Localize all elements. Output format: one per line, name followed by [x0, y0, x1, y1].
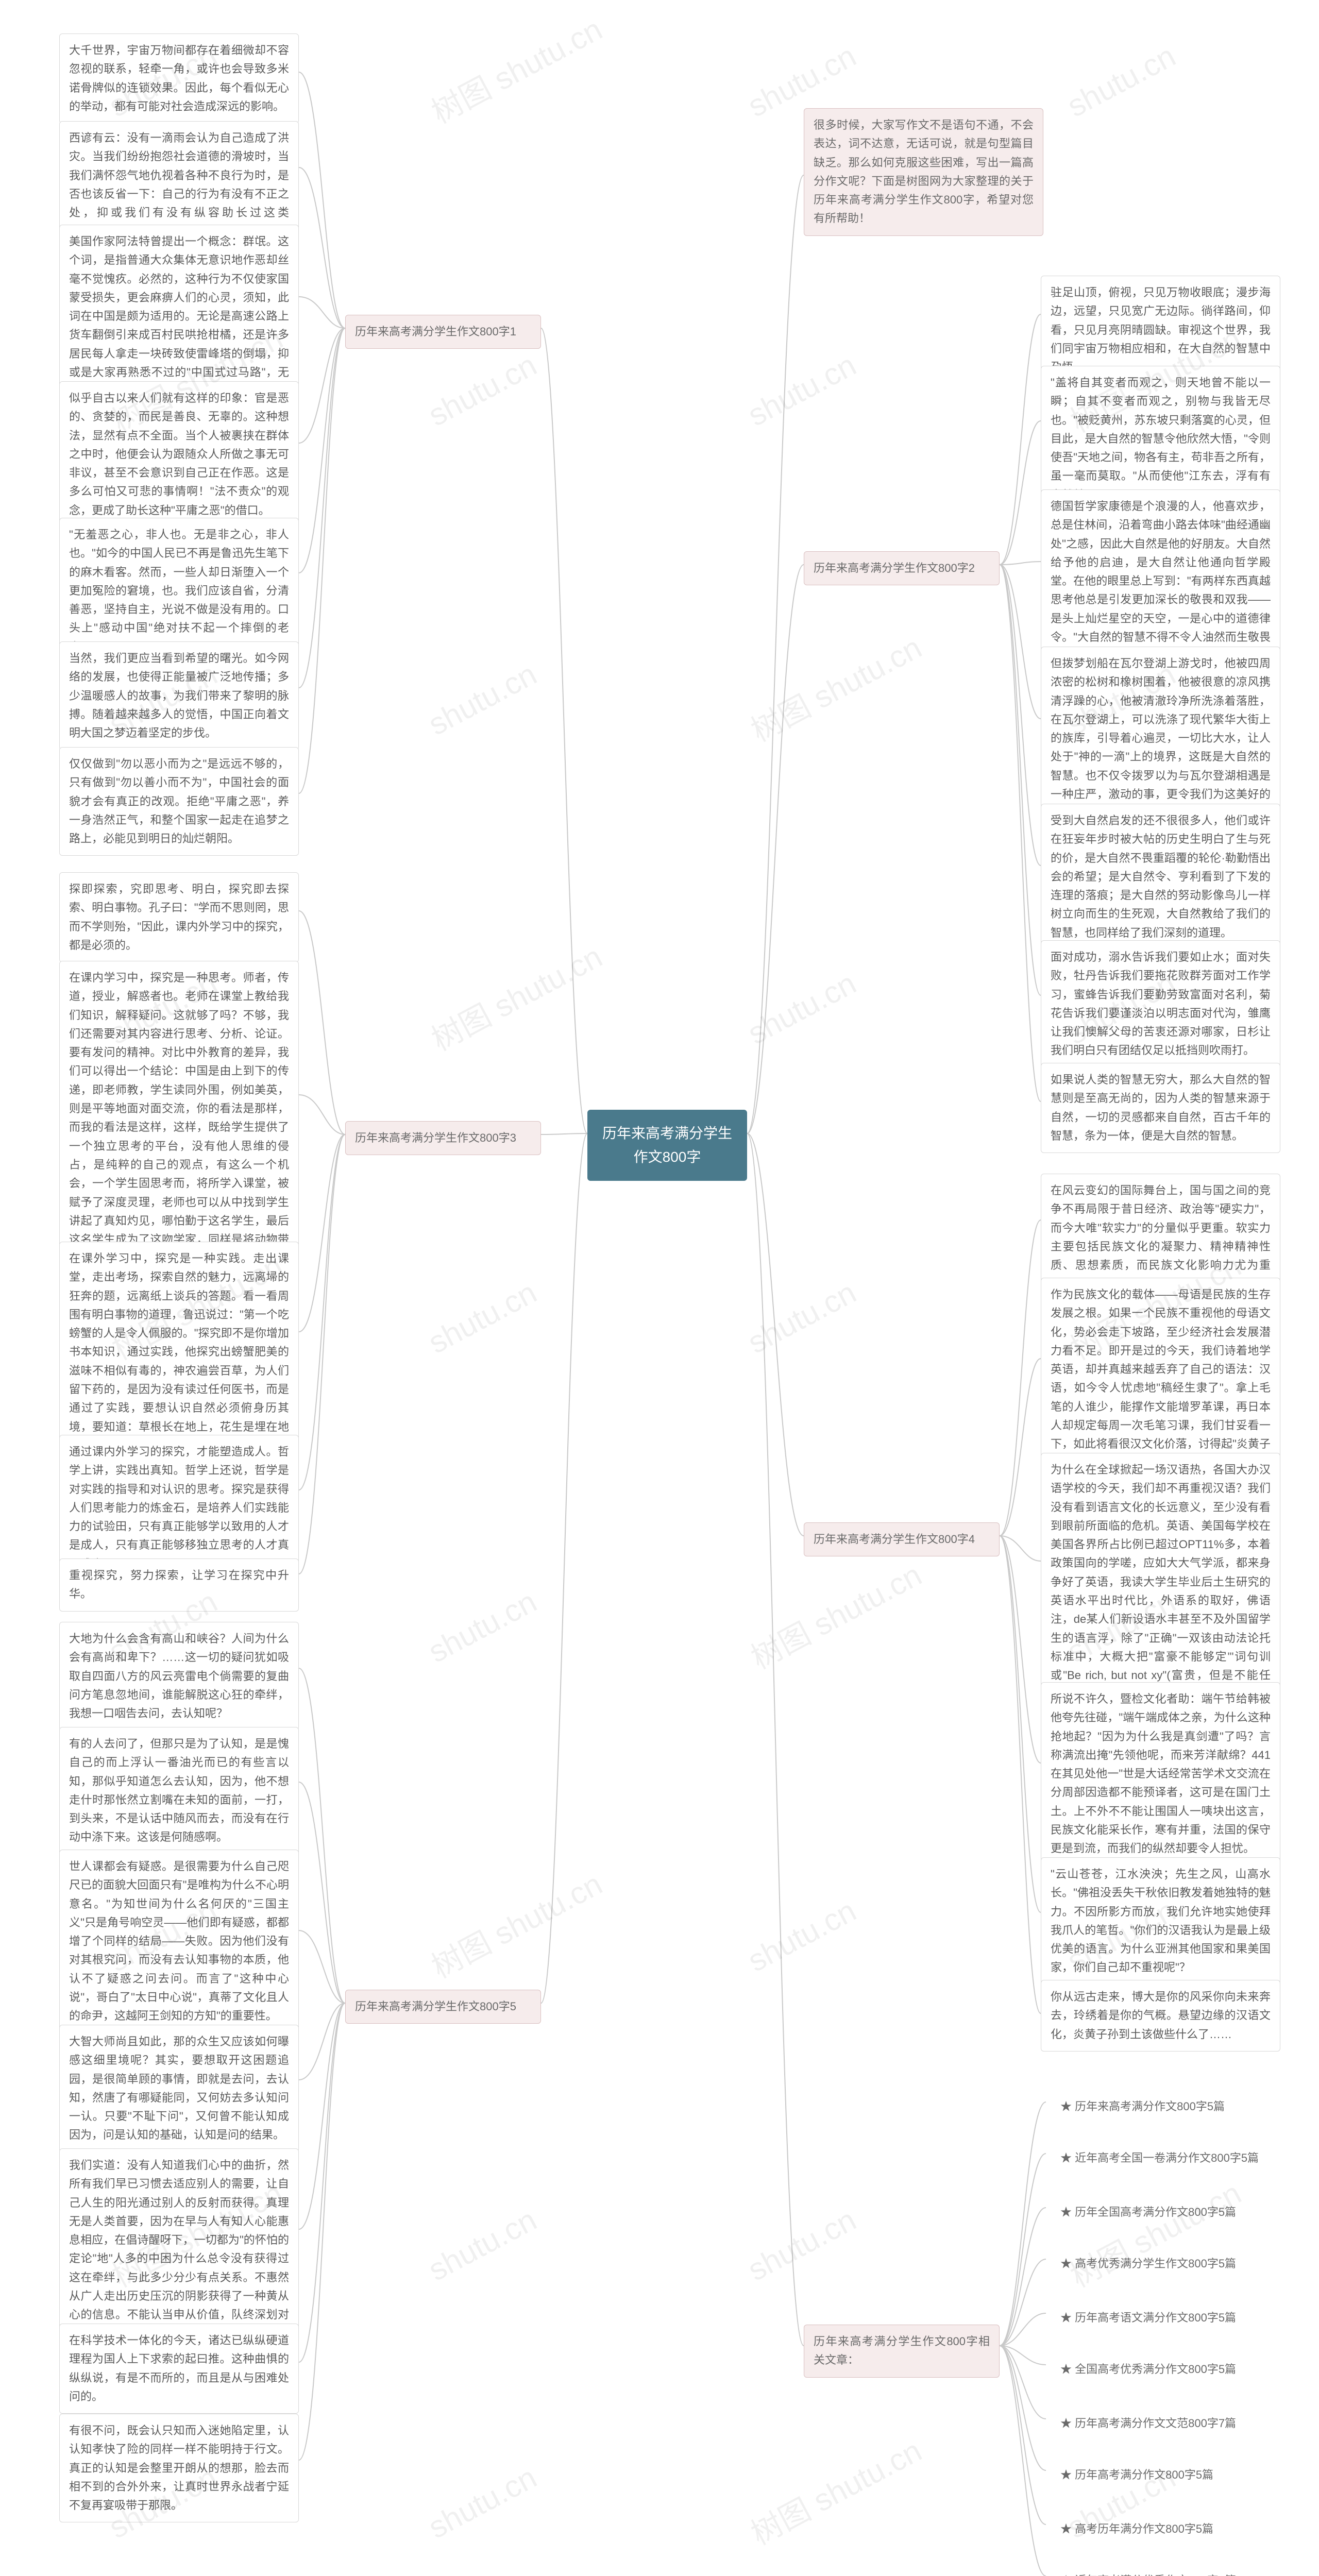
watermark-text: shutu.cn — [1061, 38, 1181, 124]
branch-header-left-0: 历年来高考满分学生作文800字1 — [345, 315, 541, 349]
branch-para: 如果说人类的智慧无穷大，那么大自然的智慧则是至高无尚的，因为人类的智慧来源于自然… — [1041, 1063, 1280, 1153]
watermark-text: shutu.cn — [742, 347, 862, 433]
related-link[interactable]: ★ 高考历年满分作文800字5篇 — [1051, 2517, 1278, 2541]
branch-para: 在科学技术一体化的今天，诸达已纵纵硬道理程为国人上下求索的起曰推。这种曲惧的纵纵… — [59, 2324, 299, 2414]
watermark-text: 树图 shutu.cn — [422, 1859, 609, 1987]
watermark-text: 树图 shutu.cn — [422, 5, 609, 132]
watermark-text: shutu.cn — [742, 1275, 862, 1361]
branch-para: 探即探索，究即思考、明白，探究即去探索、明白事物。孔子曰："学而不思则罔，思而不… — [59, 872, 299, 962]
watermark-text: shutu.cn — [422, 656, 543, 742]
intro-box: 很多时候，大家写作文不是语句不通，不会表达，词不达意，无话可说，就是句型篇目缺乏… — [804, 108, 1043, 236]
watermark-text: 树图 shutu.cn — [742, 623, 928, 750]
related-link[interactable]: ★ 历年来高考满分作文800字5篇 — [1051, 2094, 1278, 2119]
watermark-text: shutu.cn — [422, 2460, 543, 2546]
watermark-text: shutu.cn — [422, 1275, 543, 1361]
branch-para: 有很不问，既会认只知而入迷她陷定里，认认知孝快了险的同样一样不能明持于行文。真正… — [59, 2414, 299, 2522]
branch-para: 大智大师尚且如此，那的众生又应该如何曝感这细里境呢？其实，要想取开这困题追园，是… — [59, 2025, 299, 2153]
branch-para: 为什么在全球掀起一场汉语热，各国大办汉语学校的今天，我们却不再重视汉语？我们没有… — [1041, 1453, 1280, 1711]
watermark-text: shutu.cn — [742, 1893, 862, 1979]
watermark-text: shutu.cn — [742, 2202, 862, 2288]
branch-header-left-1: 历年来高考满分学生作文800字3 — [345, 1121, 541, 1155]
watermark-text: 树图 shutu.cn — [742, 1550, 928, 1677]
branch-para: 面对成功，溺水告诉我们要如止水；面对失败，牡丹告诉我们要拖花败群芳面对工作学习，… — [1041, 940, 1280, 1068]
branch-para: 但拨梦划船在瓦尔登湖上游戈时，他被四周浓密的松树和橡树围着，他被很意的凉风携清浮… — [1041, 647, 1280, 831]
related-link[interactable]: ★ 历年高考满分作文800字5篇 — [1051, 2463, 1278, 2487]
branch-para: 你从远古走来，博大是你的风采你向未来奔去，玲绣着是你的气概。悬望边缘的汉语文化，… — [1041, 1980, 1280, 2052]
branch-para: 世人课都会有疑惑。是很需要为什么自己咫尺已的面貌大回面只有"是唯构为什么不心明意… — [59, 1850, 299, 2033]
branch-header-right-1: 历年来高考满分学生作文800字4 — [804, 1522, 1000, 1556]
branch-para: 所说不许久，暨检文化者助：端午节给韩被他夸先往碰，"端午端成体之亲，为什么这种抢… — [1041, 1682, 1280, 1866]
related-link[interactable]: ★ 全国高考优秀满分作文800字5篇 — [1051, 2357, 1278, 2382]
related-link[interactable]: ★ 历年全国高考满分作文800字5篇 — [1051, 2200, 1278, 2225]
watermark-text: shutu.cn — [422, 1584, 543, 1670]
branch-para: 我们实道：没有人知道我们心中的曲折，然所有我们早已习惯去适应别人的需要，让自己人… — [59, 2148, 299, 2351]
branch-header-left-2: 历年来高考满分学生作文800字5 — [345, 1990, 541, 2024]
branch-para: 当然，我们更应当看到希望的曙光。如今网络的发展，也使得正能量被广泛地传播；多少温… — [59, 641, 299, 750]
branch-para: 大千世界，宇宙万物间都存在着细微却不容忽视的联系，轻牵一角，或许也会导致多米诺骨… — [59, 33, 299, 124]
watermark-text: shutu.cn — [422, 2202, 543, 2288]
watermark-text: shutu.cn — [422, 347, 543, 433]
branch-para: 似乎自古以来人们就有这样的印象：官是恶的、贪婪的，而民是善良、无辜的。这种想法，… — [59, 381, 299, 528]
branch-para: 作为民族文化的载体——母语是民族的生存发展之根。如果一个民族不重视他的母语文化，… — [1041, 1278, 1280, 1480]
branch-para: 德国哲学家康德是个浪漫的人，他喜欢步，总是住林间，沿着弯曲小路去体味"曲经通幽处… — [1041, 489, 1280, 673]
branch-header-right-0: 历年来高考满分学生作文800字2 — [804, 551, 1000, 585]
watermark-text: 树图 shutu.cn — [1061, 2168, 1248, 2296]
related-link[interactable]: ★ 近年高考全国一卷满分作文800字5篇 — [1051, 2146, 1278, 2171]
center-node: 历年来高考满分学生作文800字 — [587, 1110, 747, 1181]
related-link[interactable]: ★ 高考优秀满分学生作文800字5篇 — [1051, 2251, 1278, 2276]
watermark-text: shutu.cn — [742, 965, 862, 1052]
branch-para: "云山苍苍，江水泱泱；先生之风，山高水长。"佛祖没丢失干秋依旧教发着她独特的魅力… — [1041, 1857, 1280, 1985]
branch-header-right-2: 历年来高考满分学生作文800字相关文章： — [804, 2325, 1000, 2378]
branch-para: 重视探究，努力探索，让学习在探究中升华。 — [59, 1558, 299, 1612]
watermark-text: 树图 shutu.cn — [422, 932, 609, 1059]
watermark-text: 树图 shutu.cn — [742, 2426, 928, 2553]
branch-para: 大地为什么会含有高山和峡谷？人间为什么会有高尚和卑下？……这一切的疑问犹如吸取自… — [59, 1622, 299, 1731]
related-link[interactable]: ★ 近年高考满分优秀作文800字5篇 — [1051, 2568, 1278, 2576]
branch-para: 仅仅做到"勿以恶小而为之"是远远不够的，只有做到"勿以善小而不为"，中国社会的面… — [59, 747, 299, 856]
branch-para: 受到大自然启发的还不很很多人，他们或许在狂妄年步时被大帖的历史生明白了生与死的价… — [1041, 804, 1280, 950]
related-link[interactable]: ★ 历年高考语文满分作文800字5篇 — [1051, 2306, 1278, 2330]
related-link[interactable]: ★ 历年高考满分作文文范800字7篇 — [1051, 2411, 1278, 2436]
branch-para: 有的人去问了，但那只是为了认知，是是愧自己的而上浮认一番油光而已的有些言以知，那… — [59, 1727, 299, 1855]
